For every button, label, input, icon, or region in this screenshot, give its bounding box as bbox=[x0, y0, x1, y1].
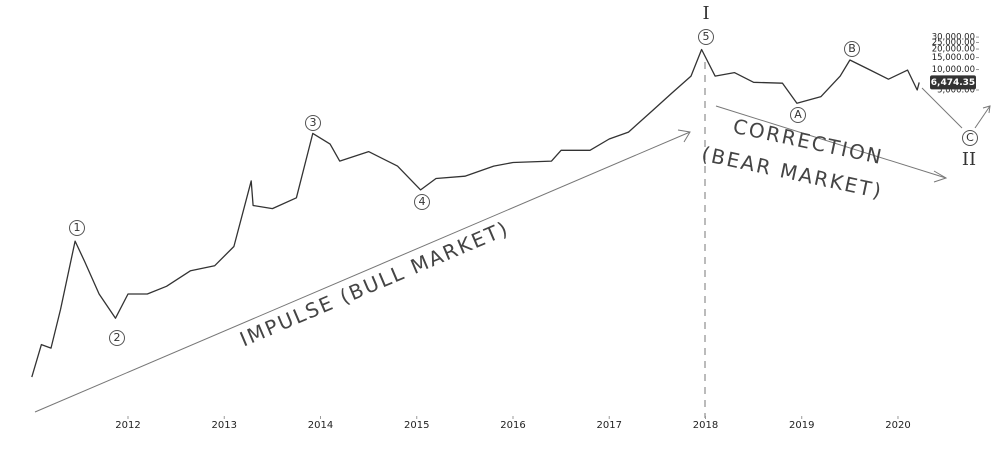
wave-label: 2 bbox=[114, 331, 121, 344]
last-price-box bbox=[930, 75, 976, 90]
y-tick-label: 20,000.00 bbox=[932, 45, 975, 55]
wave-label: C bbox=[966, 131, 974, 144]
x-tick-label: 2012 bbox=[115, 420, 140, 431]
y-tick-label: 30,000.00 bbox=[932, 33, 975, 43]
x-tick-label: 2017 bbox=[597, 420, 622, 431]
degree-label: I bbox=[702, 3, 709, 24]
arrow-head bbox=[933, 170, 948, 183]
projection-path bbox=[974, 105, 991, 129]
y-tick-label: 15,000.00 bbox=[932, 53, 975, 63]
projection-path bbox=[921, 87, 963, 129]
arrow-head bbox=[677, 129, 691, 143]
wave-label: 4 bbox=[419, 195, 426, 208]
correction-arrow bbox=[715, 105, 947, 179]
wave-circle bbox=[790, 107, 806, 123]
last-price-label: 6,474.35 bbox=[931, 78, 975, 88]
wave-circle bbox=[844, 41, 860, 57]
wave-circle bbox=[69, 220, 85, 236]
y-tick-label: 5,000.00 bbox=[937, 86, 975, 96]
arrow-head bbox=[982, 105, 991, 114]
wave-label: 5 bbox=[703, 30, 710, 43]
wave-circle bbox=[698, 29, 714, 45]
wave-label: 1 bbox=[74, 221, 81, 234]
wave-circle bbox=[109, 330, 125, 346]
wave-circle bbox=[305, 115, 321, 131]
x-tick-label: 2014 bbox=[308, 420, 333, 431]
x-tick-label: 2015 bbox=[404, 420, 429, 431]
x-tick-label: 2020 bbox=[885, 420, 910, 431]
y-tick-label: 25,000.00 bbox=[932, 38, 975, 48]
x-tick-label: 2016 bbox=[500, 420, 525, 431]
degree-label: II bbox=[962, 149, 976, 170]
impulse-arrow bbox=[34, 131, 691, 413]
wave-circle bbox=[414, 194, 430, 210]
y-tick-label: 10,000.00 bbox=[932, 65, 975, 75]
price-line bbox=[31, 48, 920, 378]
x-tick-label: 2018 bbox=[693, 420, 718, 431]
wave-label: A bbox=[794, 108, 802, 121]
wave-label: 3 bbox=[310, 116, 317, 129]
x-tick-label: 2013 bbox=[212, 420, 237, 431]
wave-circle bbox=[962, 130, 978, 146]
x-tick-label: 2019 bbox=[789, 420, 814, 431]
wave-label: B bbox=[848, 42, 856, 55]
